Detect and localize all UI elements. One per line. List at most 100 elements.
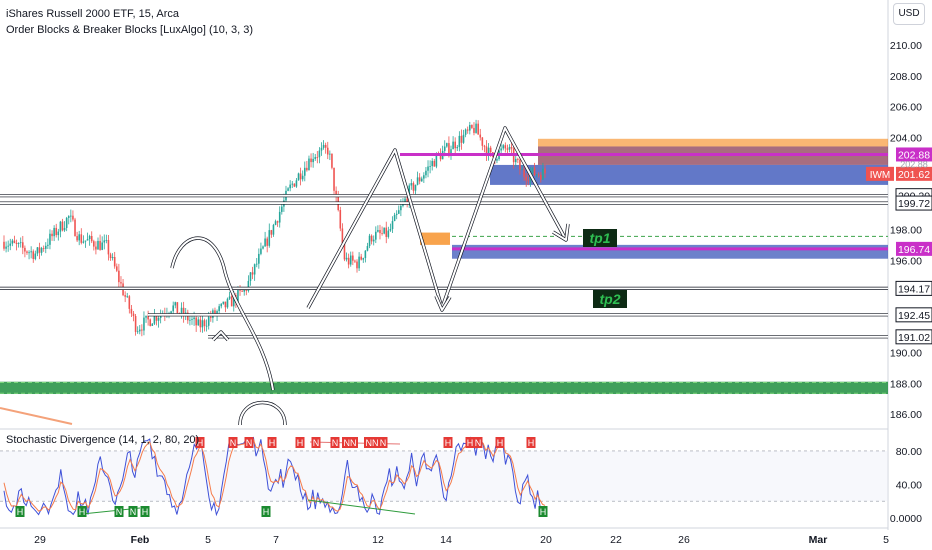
tp-label-text: tp2	[600, 291, 621, 307]
candle-body	[481, 137, 484, 146]
candle-body	[435, 153, 438, 167]
orange-trendline	[0, 407, 73, 425]
candle-body	[255, 263, 258, 265]
candle-body	[297, 173, 300, 181]
currency-button[interactable]: USD	[893, 3, 925, 25]
candle-body	[113, 257, 116, 267]
price-tick-label: 198.00	[890, 225, 922, 237]
bull-marker-text: N	[116, 507, 123, 517]
candle-body	[375, 231, 377, 240]
price-tick-label: 208.00	[890, 71, 922, 83]
candle-body	[199, 319, 202, 328]
candle-body	[420, 178, 423, 182]
candle-body	[176, 302, 179, 314]
candle-body	[47, 244, 49, 246]
candle-body	[17, 243, 20, 245]
candle-body	[51, 233, 53, 237]
candle-body	[341, 228, 344, 244]
price-label-text: 192.45	[898, 310, 930, 322]
price-label-box	[895, 307, 932, 323]
bear-marker-text: H	[269, 438, 276, 448]
candle-body	[32, 251, 35, 259]
candle-body	[274, 221, 277, 225]
price-label-text: 194.17	[898, 283, 930, 295]
candle-body	[258, 253, 260, 264]
hump-curve	[171, 237, 274, 391]
candle-body	[86, 239, 89, 241]
candle-body	[88, 236, 91, 240]
candle-body	[479, 134, 482, 138]
candle-body	[97, 240, 99, 250]
candle-body	[521, 169, 523, 171]
candle-body	[84, 240, 87, 242]
bull-marker-text: H	[79, 507, 86, 517]
time-tick-label: 26	[678, 534, 690, 546]
candle-body	[454, 141, 456, 149]
price-label-text: 199.72	[898, 198, 930, 210]
candle-body	[504, 145, 507, 149]
candle-body	[326, 147, 329, 155]
bear-marker-box	[378, 437, 388, 448]
candle-body	[147, 315, 149, 320]
candle-body	[228, 296, 231, 299]
bull-marker-text: H	[17, 507, 24, 517]
orange-block-top	[538, 138, 888, 147]
candle-body	[21, 242, 24, 248]
candle-body	[247, 280, 250, 291]
candle-body	[99, 240, 101, 250]
candle-body	[443, 146, 446, 151]
candle-body	[251, 272, 254, 275]
candle-body	[487, 147, 490, 156]
candle-body	[276, 221, 279, 223]
candle-body	[352, 255, 354, 261]
candle-body	[260, 248, 262, 254]
bear-marker-text: H	[467, 438, 474, 448]
symbol-legend[interactable]: iShares Russell 2000 ETF, 15, Arca	[6, 8, 180, 20]
candle-body	[118, 270, 120, 283]
bear-marker-text: H	[445, 438, 452, 448]
candle-body	[237, 289, 239, 303]
candle-body	[241, 290, 243, 292]
stoch-d-line	[3, 438, 546, 512]
candle-body	[458, 135, 461, 147]
order-block-zones	[0, 138, 888, 395]
green-zone-bottom	[0, 381, 888, 395]
bull-marker-box	[77, 506, 87, 517]
time-tick-label: 5	[205, 534, 211, 546]
candle-body	[126, 296, 129, 298]
price-label-box	[896, 147, 932, 162]
time-tick-label: 29	[34, 534, 46, 546]
candle-body	[67, 216, 70, 218]
candle-body	[433, 160, 436, 167]
price-label-box	[895, 280, 932, 296]
bear-marker-text: N	[313, 438, 320, 448]
time-axis[interactable]: 29 Feb 5 7 12 14 20 22 26 Mar 5	[34, 534, 889, 546]
candle-body	[101, 242, 103, 250]
bear-marker-box	[342, 437, 358, 448]
candle-body	[180, 307, 183, 314]
candle-body	[44, 245, 47, 249]
bear-marker-box	[195, 437, 205, 448]
candle-body	[155, 315, 158, 321]
candle-body	[149, 319, 152, 326]
candle-body	[262, 246, 264, 249]
candle-body	[416, 177, 419, 185]
candle-body	[201, 320, 204, 328]
indicator-legend[interactable]: Order Blocks & Breaker Blocks [LuxAlgo] …	[6, 24, 253, 36]
price-label-text: 201.62	[898, 169, 930, 181]
blue-block-lower	[452, 244, 888, 259]
candle-body	[360, 256, 362, 260]
bear-marker-box	[473, 437, 483, 448]
price-axis[interactable]: 210.00 208.00 206.00 204.00 198.00 196.00 190.…	[866, 40, 932, 525]
candle-body	[153, 315, 156, 324]
candle-body	[289, 184, 291, 189]
candle-body	[293, 183, 296, 187]
price-tick-label: 206.00	[890, 102, 922, 114]
candle-body	[404, 198, 406, 203]
bear-marker-text: N	[246, 438, 253, 448]
candle-body	[483, 145, 486, 147]
oscillator-legend[interactable]: Stochastic Divergence (14, 1, 2, 80, 20)	[6, 434, 200, 446]
candle-body	[220, 303, 223, 307]
candle-body	[28, 252, 30, 254]
